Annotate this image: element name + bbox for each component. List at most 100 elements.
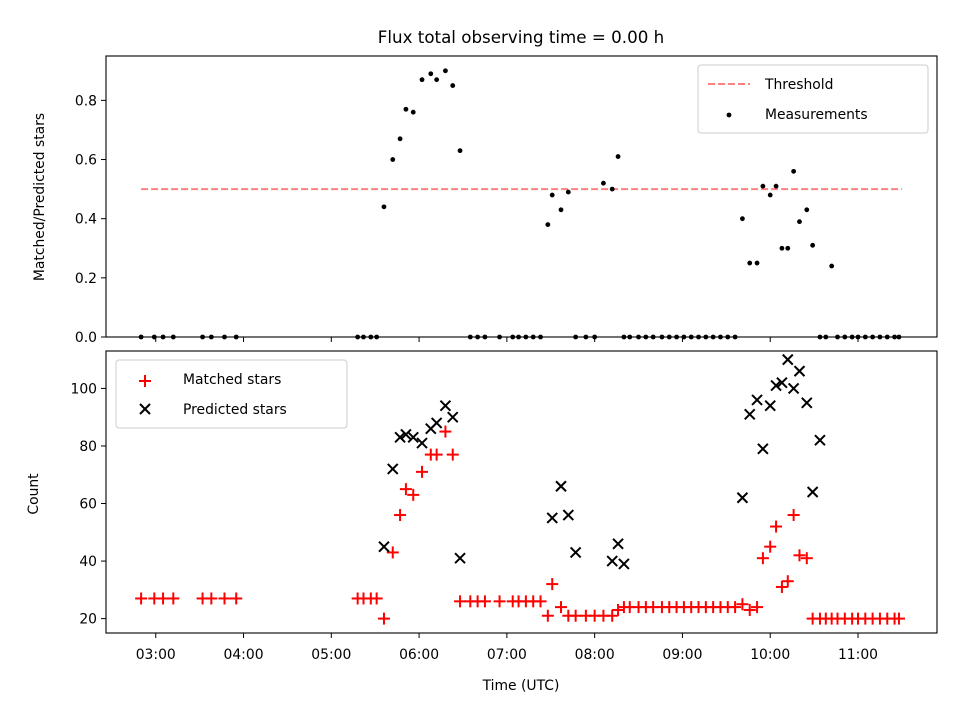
predicted-star-marker [569,546,582,559]
predicted-marker-b [569,546,582,559]
top-y-tick-label: 0.2 [75,271,97,287]
matched-star-marker [770,520,783,533]
predicted-marker-b [546,512,558,524]
x-tick-label: 04:00 [224,647,264,663]
measurement-point [797,219,802,225]
predicted-star-marker [736,492,749,504]
predicted-marker-b [782,353,794,366]
measurement-point [779,245,785,251]
predicted-star-marker [806,486,819,498]
predicted-star-marker [612,538,624,550]
threshold-legend-label: Threshold [764,77,833,93]
predicted-star-marker [407,431,419,444]
predicted-marker-b [764,399,776,412]
predicted-star-marker [447,411,459,423]
predicted-marker-b [562,509,575,521]
measurement-point [381,204,387,210]
matched-star-marker [751,601,764,614]
predicted-marker-b [612,538,624,550]
measurement-point [419,77,425,83]
predicted-legend-label: Predicted stars [183,402,287,418]
predicted-star-marker [770,379,782,392]
matched-star-marker [892,612,905,625]
top-y-tick-label: 0.8 [75,93,97,109]
top-legend-box [697,64,929,134]
bottom-axis-ticks: 20 40 60 80 100 03:00 04:00 05:00 06:00 07:00 08:0… [70,381,878,663]
predicted-marker-b [776,376,788,389]
x-axis-label: Time (UTC) [482,678,560,694]
matched-star-marker [606,609,619,622]
predicted-marker-b [447,411,459,423]
predicted-star-marker [454,552,466,564]
predicted-marker-b [407,431,419,444]
matched-legend-label: Matched stars [183,372,281,388]
measurement-point [804,207,810,213]
top-y-tick-label: 0.0 [75,330,97,346]
predicted-marker-b [793,365,806,377]
predicted-star-marker [439,399,452,412]
predicted-star-marker [814,434,826,446]
predicted-marker-b [801,397,813,409]
measurement-point [390,157,396,162]
matched-star-marker [394,509,407,522]
matched-star-marker [781,575,794,588]
predicted-marker-b [770,379,782,392]
x-tick-label: 07:00 [487,647,527,663]
matched-star-marker [446,448,459,461]
bottom-y-tick-label: 20 [79,612,97,628]
measurement-point [428,71,434,77]
measurement-point [403,106,409,112]
predicted-marker-b [736,492,749,504]
matched-legend-swatch [139,375,151,387]
predicted-marker-b [618,558,630,570]
matched-star-marker [787,509,800,522]
matched-star-marker [399,483,412,496]
matched-star-marker [555,601,568,614]
matched-star-marker [430,448,443,461]
matched-star-marker [743,603,756,616]
measurement-point [457,148,463,154]
predicted-star-marker [555,480,567,492]
bottom-y-tick-label: 60 [79,497,97,513]
matched-star-marker [135,592,148,605]
count-points [135,353,905,625]
measurement-point [609,186,615,192]
predicted-star-marker [378,540,390,553]
top-chart-title: Flux total observing time = 0.00 h [378,27,664,47]
bottom-legend: Matched stars Predicted stars [115,359,348,429]
top-y-axis-label: Matched/Predicted stars [32,113,48,281]
x-tick-label: 08:00 [575,647,615,663]
measurement-point [443,68,448,74]
predicted-star-marker [606,555,618,567]
matched-star-marker [493,595,506,608]
top-panel: Flux total observing time = 0.00 h Match… [32,27,938,346]
measurement-point [767,192,773,198]
matched-star-marker [230,592,243,605]
predicted-star-marker [757,443,769,455]
predicted-marker-b [757,443,769,455]
measurements-legend-label: Measurements [765,107,868,123]
predicted-star-marker [801,397,813,409]
predicted-star-marker [793,365,806,377]
top-y-tick-label: 0.6 [75,153,97,169]
predicted-star-marker [416,437,428,449]
measurement-point [773,183,779,189]
matched-star-marker [541,609,554,622]
top-plot-frame [105,55,938,338]
measurement-point [747,260,753,266]
predicted-legend-swatch [139,403,151,415]
predicted-star-marker [782,353,794,366]
matched-star-marker [793,549,806,562]
measurement-point [791,168,797,174]
measurement-point [397,136,403,142]
predicted-star-marker [751,394,763,406]
predicted-marker-b [744,408,756,421]
x-tick-label: 11:00 [838,647,878,663]
predicted-star-marker [787,382,800,395]
predicted-star-marker [400,428,412,441]
measurement-point [740,216,745,222]
bottom-y-tick-label: 80 [79,439,97,455]
matched-star-marker [569,609,582,622]
matched-star-marker [764,540,777,553]
matched-star-marker [205,592,218,605]
